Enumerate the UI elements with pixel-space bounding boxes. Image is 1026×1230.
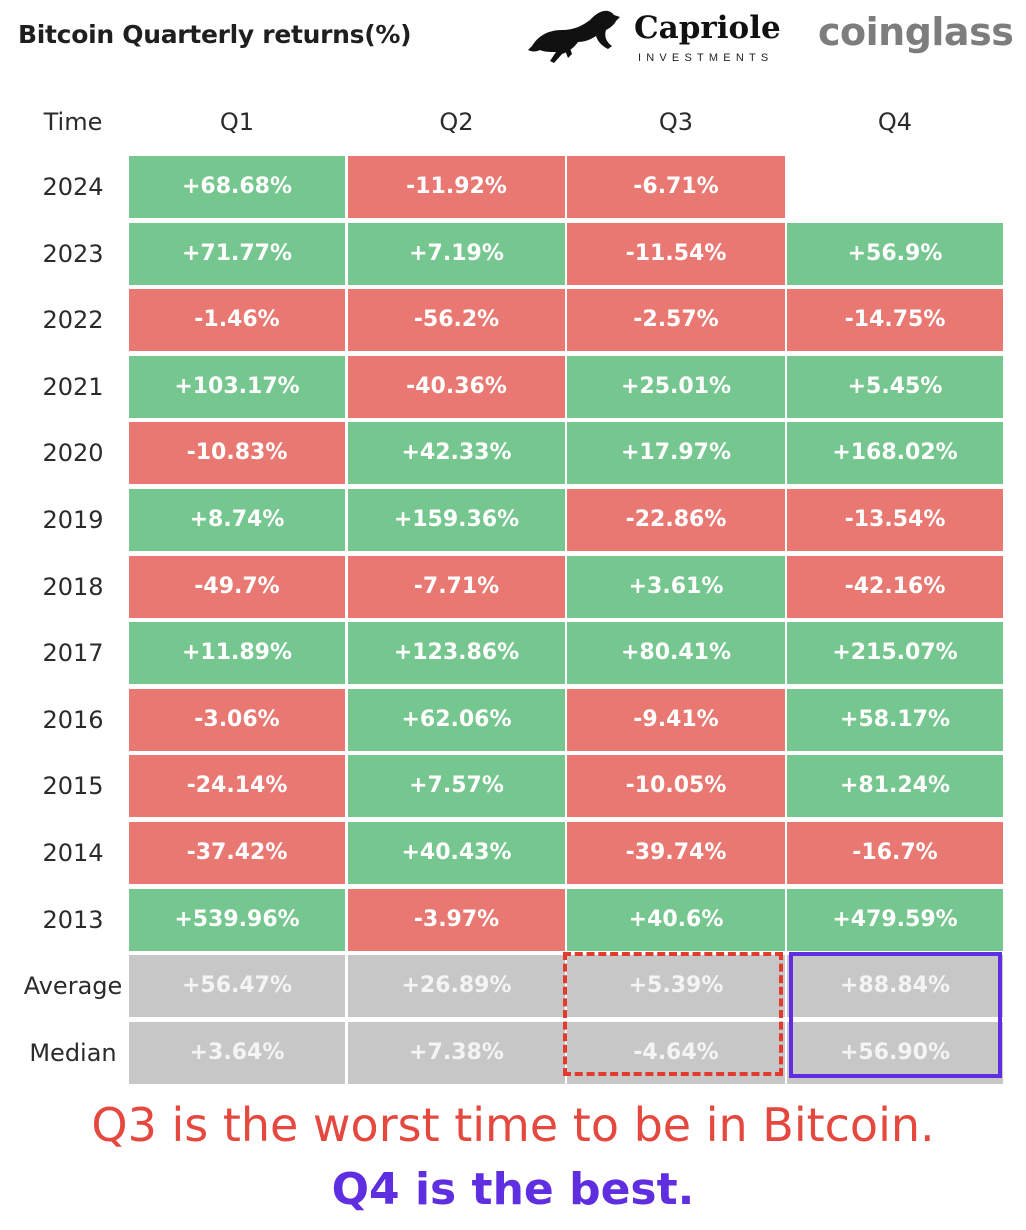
cell-2014-q4: -16.7% (787, 822, 1003, 884)
cell-2018-q1: -49.7% (129, 555, 345, 618)
header-q2: Q2 (439, 108, 474, 136)
header-q3: Q3 (658, 108, 694, 136)
cell-2017-q4: +215.07% (787, 622, 1003, 685)
chart-title: Bitcoin Quarterly returns(%) (18, 20, 412, 49)
row-label-2023: 2023 (42, 239, 104, 268)
cell-2015-q1: -24.14% (129, 755, 345, 818)
capriole-logo: Capriole INVESTMENTS (528, 6, 798, 70)
cell-2017-q3: +80.41% (567, 622, 785, 685)
row-label-2016: 2016 (42, 705, 104, 734)
row-label-2021: 2021 (42, 372, 104, 401)
cell-2019-q2: +159.36% (348, 489, 565, 551)
cell-2020-q2: +42.33% (348, 422, 565, 485)
row-label-2024: 2024 (42, 173, 104, 201)
row-label-2014: 2014 (42, 839, 104, 867)
cell-2017-q1: +11.89% (129, 622, 345, 685)
cell-2020-q1: -10.83% (129, 422, 345, 485)
cell-2015-q3: -10.05% (567, 755, 785, 818)
cell-2021-q1: +103.17% (129, 355, 345, 418)
cell-average-q1: +56.47% (129, 955, 345, 1018)
horse-icon (528, 10, 620, 64)
cell-2023-q4: +56.9% (787, 222, 1003, 285)
cell-2024-q3: -6.71% (567, 156, 785, 218)
cell-2015-q4: +81.24% (787, 755, 1003, 818)
cell-2022-q4: -14.75% (787, 289, 1003, 352)
cell-2016-q3: -9.41% (567, 688, 785, 751)
cell-median-q4: +56.90% (787, 1021, 1003, 1084)
header-q1: Q1 (219, 108, 255, 136)
cell-2019-q4: -13.54% (787, 489, 1003, 551)
cell-2020-q3: +17.97% (567, 422, 785, 485)
cell-2018-q2: -7.71% (348, 555, 565, 618)
row-label-average: Average (23, 972, 123, 1001)
cell-2016-q4: +58.17% (787, 688, 1003, 751)
capriole-subtitle: INVESTMENTS (638, 52, 774, 64)
cell-2023-q1: +71.77% (129, 222, 345, 285)
caption-q3-worst: Q3 is the worst time to be in Bitcoin. (91, 1098, 935, 1152)
cell-2014-q1: -37.42% (129, 822, 345, 884)
cell-2015-q2: +7.57% (348, 755, 565, 818)
cell-average-q4: +88.84% (787, 955, 1003, 1018)
cell-2018-q4: -42.16% (787, 555, 1003, 618)
coinglass-logo: coinglass (818, 10, 1014, 54)
cell-2022-q2: -56.2% (348, 289, 565, 352)
row-label-2015: 2015 (42, 772, 104, 801)
cell-2019-q1: +8.74% (129, 489, 345, 551)
cell-2018-q3: +3.61% (567, 555, 785, 618)
cell-2014-q2: +40.43% (348, 822, 565, 884)
cell-2023-q2: +7.19% (348, 222, 565, 285)
cell-2013-q2: -3.97% (348, 888, 565, 951)
cell-2017-q2: +123.86% (348, 622, 565, 685)
cell-2020-q4: +168.02% (787, 422, 1003, 485)
cell-median-q3: -4.64% (567, 1021, 785, 1084)
cell-2023-q3: -11.54% (567, 222, 785, 285)
capriole-name: Capriole (634, 10, 781, 46)
cell-2022-q1: -1.46% (129, 289, 345, 352)
header-q4: Q4 (877, 108, 913, 136)
table-header-row: Time Q1 Q2 Q3 Q4 (0, 98, 1026, 146)
header-time: Time (43, 108, 103, 136)
cell-2021-q3: +25.01% (567, 355, 785, 418)
cell-2016-q2: +62.06% (348, 688, 565, 751)
cell-2013-q4: +479.59% (787, 888, 1003, 951)
cell-2022-q3: -2.57% (567, 289, 785, 352)
cell-average-q3: +5.39% (567, 955, 785, 1018)
cell-2021-q2: -40.36% (348, 355, 565, 418)
cell-2013-q3: +40.6% (567, 888, 785, 951)
cell-average-q2: +26.89% (348, 955, 565, 1018)
row-label-2017: 2017 (42, 639, 104, 668)
cell-2016-q1: -3.06% (129, 688, 345, 751)
cell-median-q2: +7.38% (348, 1021, 565, 1084)
row-label-2020: 2020 (42, 439, 104, 468)
cell-2014-q3: -39.74% (567, 822, 785, 884)
cell-2019-q3: -22.86% (567, 489, 785, 551)
cell-2021-q4: +5.45% (787, 355, 1003, 418)
row-label-2018: 2018 (42, 572, 104, 601)
row-label-median: Median (29, 1038, 117, 1067)
cell-2024-q2: -11.92% (348, 156, 565, 218)
cell-median-q1: +3.64% (129, 1021, 345, 1084)
row-label-2022: 2022 (42, 306, 104, 335)
row-label-2013: 2013 (42, 905, 104, 934)
caption-q4-best: Q4 is the best. (331, 1164, 695, 1215)
cell-2013-q1: +539.96% (129, 888, 345, 951)
cell-2024-q1: +68.68% (129, 156, 345, 218)
row-label-2019: 2019 (42, 506, 104, 534)
